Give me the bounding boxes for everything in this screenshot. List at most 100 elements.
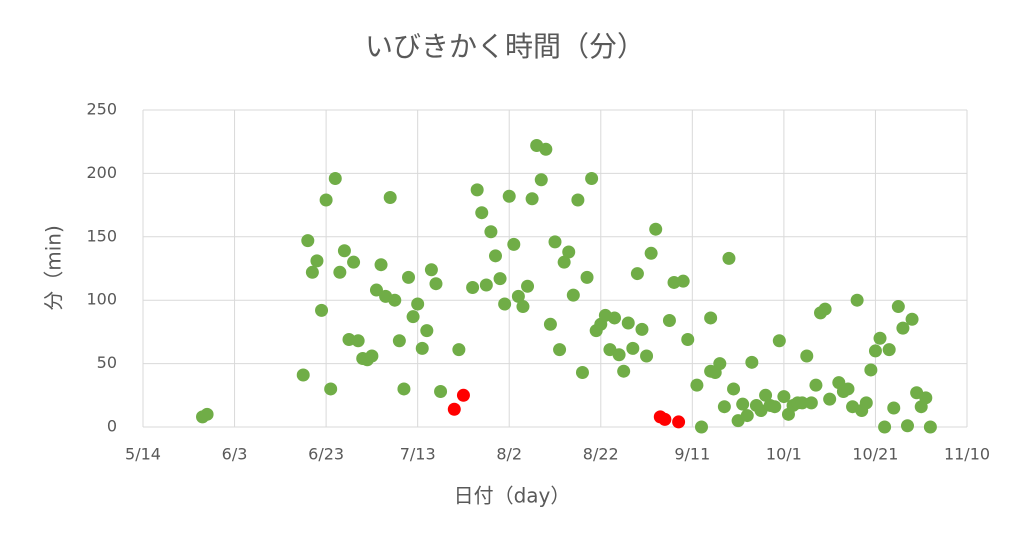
point (740, 409, 754, 423)
point (868, 344, 882, 358)
point (543, 317, 557, 331)
point (392, 334, 406, 348)
point (502, 189, 516, 203)
x-tick-label: 8/2 (496, 445, 522, 464)
point (662, 313, 676, 327)
y-axis-title: 分（min) (42, 225, 66, 311)
point (369, 283, 383, 297)
point (690, 378, 704, 392)
point (612, 348, 626, 362)
point (772, 334, 786, 348)
point (694, 420, 708, 434)
point (566, 288, 580, 302)
point (617, 364, 631, 378)
point (305, 265, 319, 279)
point (676, 274, 690, 288)
point (301, 234, 315, 248)
point (516, 300, 530, 314)
point (493, 272, 507, 286)
point (420, 324, 434, 338)
point (681, 333, 695, 347)
point (328, 171, 342, 185)
point (722, 251, 736, 265)
point (777, 390, 791, 404)
point (672, 415, 686, 429)
point (548, 235, 562, 249)
point (630, 267, 644, 281)
point (402, 270, 416, 284)
point (736, 397, 750, 411)
y-tick-label: 0 (107, 417, 117, 436)
point (525, 192, 539, 206)
point (873, 331, 887, 345)
point (406, 310, 420, 324)
point (539, 142, 553, 156)
y-tick-label: 50 (97, 353, 117, 372)
point (424, 263, 438, 277)
point (804, 396, 818, 410)
point (466, 281, 480, 295)
point (411, 297, 425, 311)
point (470, 183, 484, 197)
x-tick-label: 9/11 (674, 445, 710, 464)
point (818, 302, 832, 316)
point (923, 420, 937, 434)
x-tick-label: 6/23 (308, 445, 344, 464)
point (447, 402, 461, 416)
chart-title: いびきかく時間（分） (365, 30, 645, 63)
point (365, 349, 379, 363)
point (580, 270, 594, 284)
point (347, 255, 361, 269)
point (507, 237, 521, 251)
point (333, 265, 347, 279)
point (562, 245, 576, 259)
point (388, 293, 402, 307)
point (498, 297, 512, 311)
point (795, 396, 809, 410)
point (900, 419, 914, 433)
x-tick-label: 8/22 (583, 445, 619, 464)
point (608, 311, 622, 325)
point (585, 171, 599, 185)
point (859, 396, 873, 410)
point (658, 412, 672, 426)
point (310, 254, 324, 268)
point (841, 382, 855, 396)
point (727, 382, 741, 396)
point (713, 357, 727, 371)
y-tick-label: 150 (86, 226, 117, 245)
point (644, 246, 658, 260)
x-tick-label: 10/1 (766, 445, 802, 464)
point (553, 343, 567, 357)
x-tick-label: 10/21 (852, 445, 898, 464)
point (511, 289, 525, 303)
point (621, 316, 635, 330)
point (475, 206, 489, 220)
point (635, 322, 649, 336)
point (649, 222, 663, 236)
y-tick-label: 100 (86, 290, 117, 309)
point (864, 363, 878, 377)
point (919, 391, 933, 405)
point (571, 193, 585, 207)
point (896, 321, 910, 335)
x-axis-title: 日付（day） (454, 484, 571, 508)
point (397, 382, 411, 396)
point (324, 382, 338, 396)
point (704, 311, 718, 325)
point (534, 173, 548, 187)
point (337, 244, 351, 258)
point (557, 255, 571, 269)
point (415, 341, 429, 355)
point (878, 420, 892, 434)
point (717, 400, 731, 414)
x-tick-label: 11/10 (944, 445, 990, 464)
point (488, 249, 502, 263)
point (759, 388, 773, 402)
point (434, 384, 448, 398)
point (626, 341, 640, 355)
point (429, 277, 443, 291)
point (768, 400, 782, 414)
x-tick-label: 6/3 (222, 445, 248, 464)
